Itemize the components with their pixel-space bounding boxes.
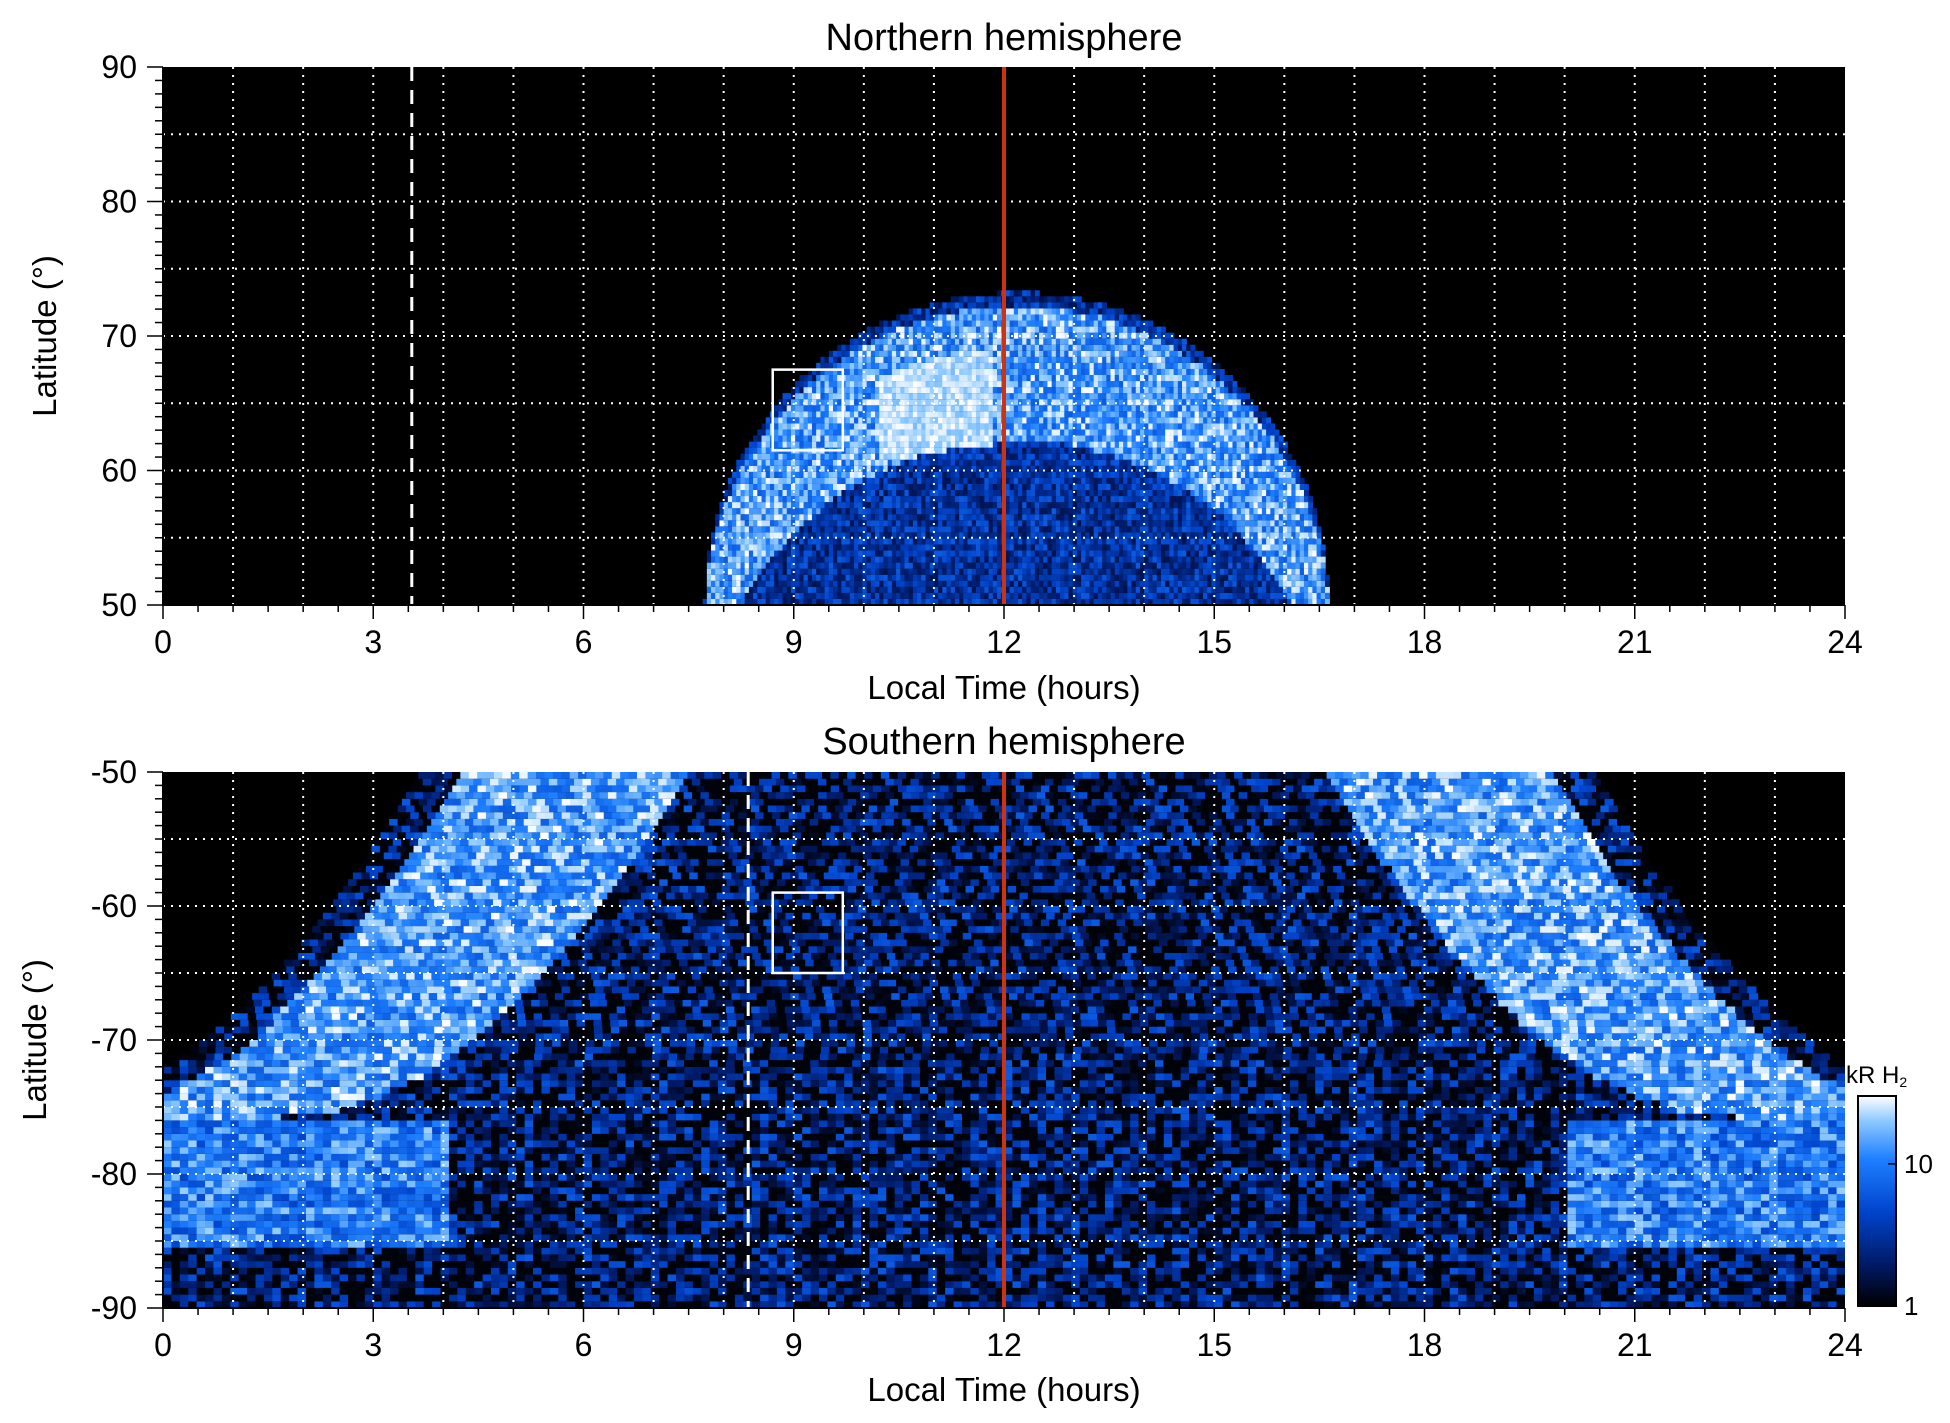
x-tick-label: 6 — [575, 1327, 593, 1363]
selection-box — [771, 368, 845, 452]
x-tick-label: 15 — [1196, 1327, 1232, 1363]
y-tick-label: -50 — [91, 754, 137, 790]
x-tick-label: 9 — [785, 1327, 803, 1363]
x-tick-label: 21 — [1617, 624, 1653, 660]
x-tick-label: 21 — [1617, 1327, 1653, 1363]
x-tick-label: 9 — [785, 624, 803, 660]
y-tick-label: -90 — [91, 1290, 137, 1326]
y-axis-title: Latitude (°) — [16, 959, 53, 1121]
colorbar-label: kR H2 — [1846, 1062, 1907, 1090]
x-tick-label: 24 — [1827, 624, 1863, 660]
y-tick-label: -80 — [91, 1156, 137, 1192]
colorbar-tick-label: 1 — [1904, 1291, 1918, 1321]
x-tick-label: 24 — [1827, 1327, 1863, 1363]
x-axis-title: Local Time (hours) — [867, 1371, 1140, 1408]
x-tick-label: 6 — [575, 624, 593, 660]
colorbar-ticks: 1 10 — [1888, 1149, 1933, 1321]
colorbar-tick-label: 10 — [1904, 1149, 1933, 1179]
y-tick-label: 50 — [101, 587, 137, 623]
x-tick-label: 0 — [154, 1327, 172, 1363]
emission-map — [702, 290, 1330, 605]
colorbar: kR H2 1 10 — [1846, 1062, 1933, 1321]
northern-hemisphere-panel: Northern hemisphere 0 3 6 9 12 15 18 21 24 50 60 70… — [26, 17, 1863, 706]
x-tick-label: 0 — [154, 624, 172, 660]
x-tick-label: 12 — [986, 1327, 1022, 1363]
y-tick-label: 80 — [101, 184, 137, 220]
y-tick-label: 60 — [101, 453, 137, 489]
axes: 0 3 6 9 12 15 18 21 24 50 60 70 80 90 — [101, 49, 1862, 660]
x-tick-label: 12 — [986, 624, 1022, 660]
x-tick-label: 15 — [1196, 624, 1232, 660]
emission-map — [163, 772, 1845, 1308]
colorbar-gradient — [1857, 1095, 1897, 1307]
chart-title: Northern hemisphere — [826, 17, 1183, 59]
x-tick-label: 18 — [1407, 1327, 1443, 1363]
y-axis-title: Latitude (°) — [26, 255, 63, 417]
y-tick-label: 70 — [101, 318, 137, 354]
axes: 0 3 6 9 12 15 18 21 24 -90 -80 -70 -60 -50 — [91, 754, 1863, 1363]
y-tick-label: 90 — [101, 49, 137, 85]
chart-title: Southern hemisphere — [822, 721, 1185, 763]
selection-box — [771, 891, 845, 975]
y-tick-label: -70 — [91, 1022, 137, 1058]
southern-hemisphere-panel: Southern hemisphere 0 3 6 9 12 15 18 21 24 -90 -80… — [16, 721, 1863, 1408]
x-tick-label: 3 — [364, 624, 382, 660]
x-tick-label: 18 — [1407, 624, 1443, 660]
x-tick-label: 3 — [364, 1327, 382, 1363]
y-tick-label: -60 — [91, 888, 137, 924]
x-axis-title: Local Time (hours) — [867, 669, 1140, 706]
